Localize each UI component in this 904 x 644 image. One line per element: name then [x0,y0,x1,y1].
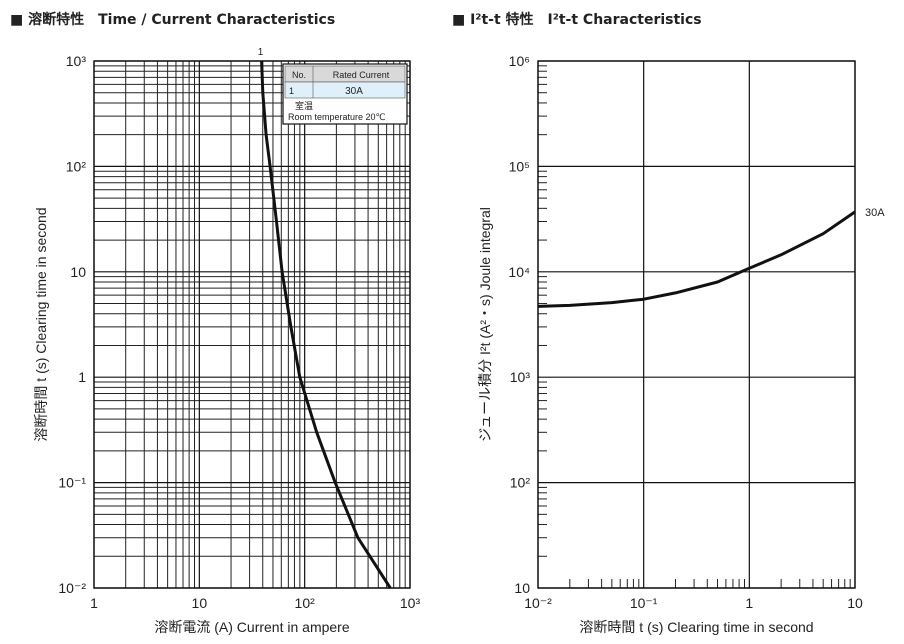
y-tick-label: 1 [78,369,86,385]
y-tick-label: 10⁻¹ [58,475,86,491]
legend-row-bg [284,81,406,99]
legend-cell-rated: 30A [345,86,363,97]
y-axis-label: 溶断時間 t (s) Clearing time in second [33,207,49,441]
x-tick-label: 10² [295,595,316,611]
right-chart-title: ■ I²t-t 特性 I²t-t Characteristics [452,12,702,28]
legend-cell-no: 1 [289,86,294,96]
y-tick-label: 10 [70,264,86,280]
left-chart-title: ■ 溶断特性 Time / Current Characteristics [10,12,336,28]
x-tick-label: 10 [847,595,863,611]
y-tick-label: 10⁶ [509,53,530,69]
legend-note-en: Room temperature 20℃ [288,112,386,122]
x-tick-label: 10⁻¹ [630,595,658,611]
y-tick-label: 10³ [510,369,531,385]
x-tick-label: 10⁻² [524,595,552,611]
series-label: 1 [258,47,264,58]
y-tick-label: 10⁴ [508,264,530,280]
time-current-chart: 1 10 10² 10³ 10⁻² 10⁻¹ 1 10 10² 10³ 溶断電流 (A) Curre… [33,47,420,635]
y-axis-label: ジュール積分 I²t (A²・s) Joule integral [477,207,493,442]
y-tick-label: 10⁻² [58,580,86,596]
series-line-30A [537,210,856,308]
x-axis-label: 溶断電流 (A) Current in ampere [154,619,349,635]
x-tick-label: 1 [745,595,753,611]
x-tick-label: 1 [90,595,98,611]
series-line-1 [260,60,392,589]
series-label: 30A [865,207,885,219]
y-tick-label: 10³ [66,53,87,69]
y-tick-label: 10⁵ [509,158,530,174]
x-axis-label: 溶断時間 t (s) Clearing time in second [579,619,813,635]
i2t-chart: 10⁻² 10⁻¹ 1 10 10 10² 10³ 10⁴ 10⁵ 10⁶ 溶断時間 t (s) C… [477,53,885,635]
legend-header-rated: Rated Current [333,70,390,80]
y-tick-label: 10 [514,580,530,596]
plot-frame [93,60,411,589]
plot-frame [537,60,856,589]
legend-header-no: No. [292,70,306,80]
y-tick-label: 10² [66,158,87,174]
legend-note-jp: 室温 [295,100,313,111]
x-tick-label: 10 [192,595,208,611]
x-tick-label: 10³ [400,595,421,611]
y-tick-label: 10² [510,475,531,491]
